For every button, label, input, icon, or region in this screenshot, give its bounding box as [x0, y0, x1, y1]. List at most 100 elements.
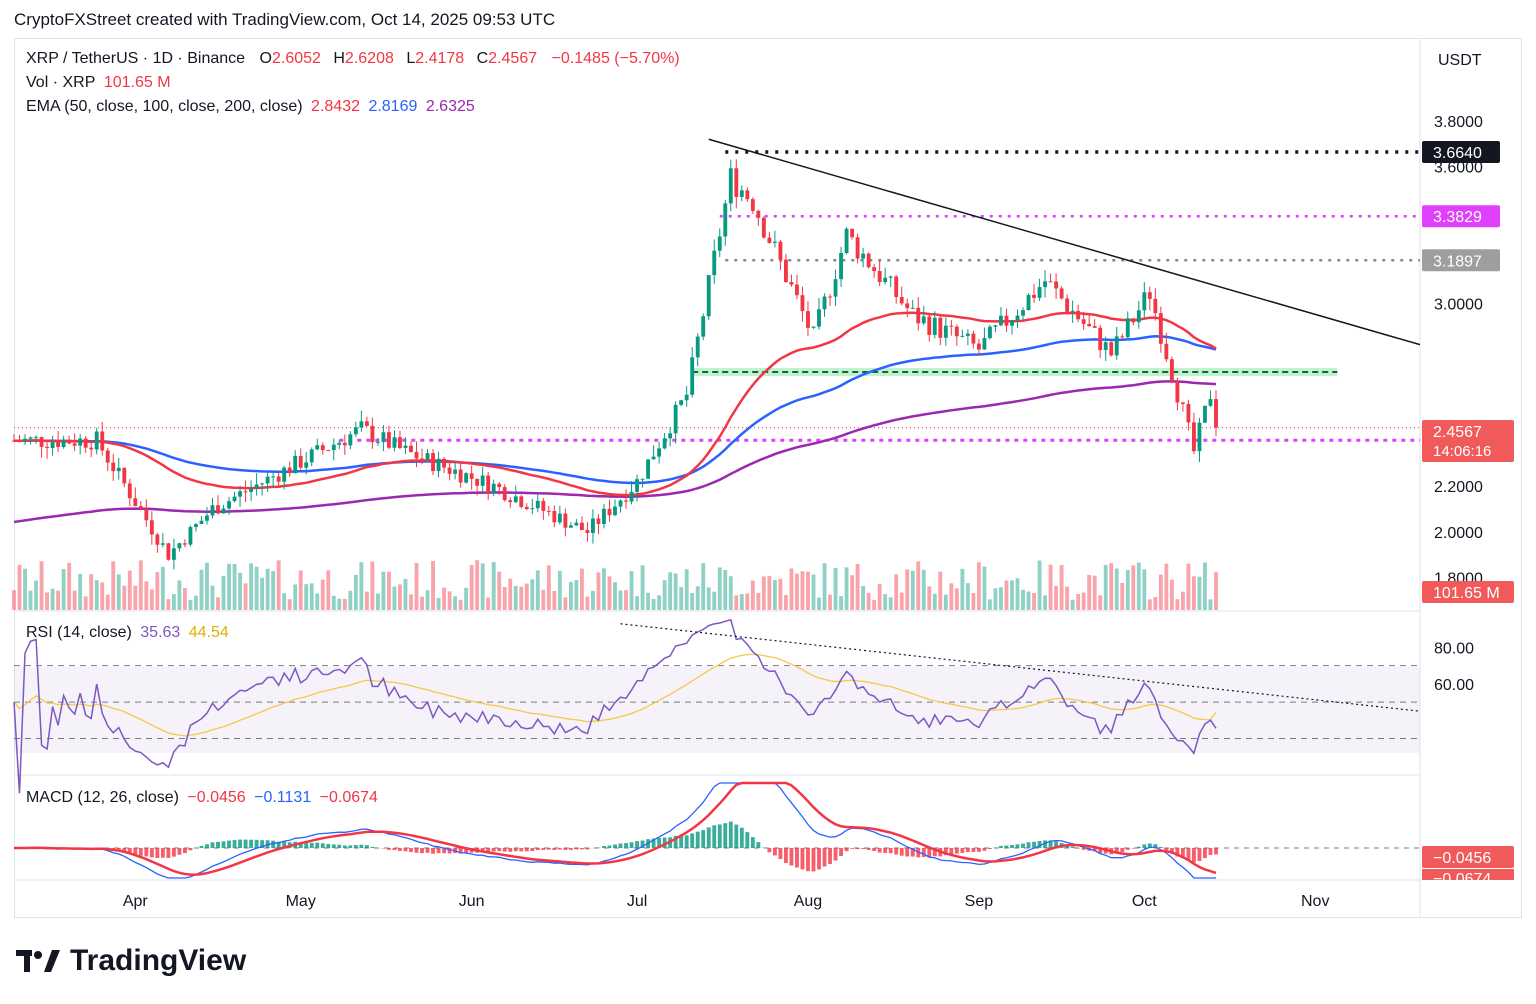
macd-histogram-bar	[987, 848, 992, 849]
legend-change: −0.1485 (−5.70%)	[551, 50, 680, 67]
macd-histogram-bar	[1032, 841, 1036, 848]
volume-bar	[1169, 579, 1174, 610]
candle-body	[1120, 336, 1125, 338]
legend-low-value: 2.4178	[415, 50, 465, 67]
volume-bar	[34, 580, 38, 610]
macd-label: MACD (12, 26, close)	[26, 789, 179, 806]
candle-body	[960, 335, 965, 337]
candle-body	[276, 476, 281, 482]
macd-histogram-bar	[392, 848, 397, 850]
candle-body	[987, 326, 992, 339]
macd-histogram-bar	[706, 827, 711, 848]
volume-bar	[706, 587, 711, 610]
candle-body	[1098, 327, 1103, 351]
macd-histogram-bar	[227, 840, 231, 848]
rsi-pane	[13, 618, 1421, 794]
y-tick-label: 3.0000	[1434, 297, 1483, 314]
volume-bar	[375, 593, 380, 610]
volume-bar	[271, 571, 276, 610]
candle-body	[640, 478, 645, 480]
volume-bar	[442, 587, 447, 610]
candle-body	[464, 473, 469, 483]
volume-bar	[238, 572, 242, 610]
macd-histogram-bar	[728, 821, 733, 848]
volume-bar	[491, 562, 496, 610]
macd-histogram-bar	[850, 848, 855, 849]
volume-bar	[1175, 599, 1180, 610]
macd-histogram-bar	[877, 848, 882, 853]
macd-histogram-bar	[624, 843, 628, 848]
macd-histogram-bar	[243, 839, 248, 848]
volume-bar	[1081, 592, 1086, 610]
macd-histogram-bar	[1037, 840, 1042, 848]
macd-histogram-bar	[640, 840, 645, 848]
macd-histogram-bar	[888, 848, 893, 854]
candle-body	[861, 253, 866, 259]
volume-bar	[111, 561, 116, 610]
volume-bars	[12, 560, 1218, 610]
candle-body	[502, 487, 507, 501]
legend-close-value: 2.4567	[488, 50, 538, 67]
volume-bar	[127, 570, 132, 610]
macd-histogram-bar	[800, 848, 805, 870]
volume-bar	[745, 593, 750, 610]
candle-body	[811, 326, 816, 328]
volume-bar	[293, 584, 298, 610]
candle-body	[1125, 318, 1130, 338]
currency-label[interactable]: USDT	[1438, 52, 1482, 69]
macd-histogram-bar	[1180, 848, 1185, 859]
volume-bar	[987, 599, 992, 610]
x-tick-label: May	[286, 893, 316, 910]
macd-histogram-bar	[579, 848, 584, 850]
volume-bar	[122, 585, 127, 610]
price-badges: 3.66403.38293.18972.84322.81692.63252.45…	[1422, 141, 1514, 888]
macd-histogram-bar	[353, 845, 358, 848]
macd-histogram-bar	[1169, 848, 1174, 854]
macd-histogram-bar	[1065, 845, 1070, 848]
candle-body	[216, 505, 220, 514]
volume-bar	[965, 583, 970, 610]
candle-body	[353, 427, 358, 435]
volume-bar	[94, 580, 99, 610]
x-axis: Apr May Jun Jul Aug Sep Oct Nov	[123, 893, 1330, 910]
volume-bar	[1114, 568, 1119, 610]
volume-bar	[640, 565, 645, 610]
candle-body	[133, 498, 138, 507]
macd-histogram-bar	[756, 842, 761, 848]
macd-histogram-bar	[1054, 841, 1059, 848]
candle-body	[932, 317, 937, 335]
macd-histogram-bar	[1142, 844, 1147, 848]
volume-bar	[425, 590, 430, 610]
macd-histogram-bar	[629, 842, 634, 848]
volume-bar	[105, 594, 110, 610]
candle-body	[1147, 292, 1152, 299]
macd-histogram-bar	[701, 830, 706, 848]
macd-histogram-bar	[982, 848, 987, 851]
candle-body	[1070, 310, 1075, 312]
candle-body	[381, 432, 386, 443]
volume-bar	[613, 582, 617, 610]
candle-body	[480, 475, 485, 486]
volume-bar	[1103, 564, 1108, 610]
volume-bar	[414, 563, 419, 610]
candle-body	[905, 303, 910, 309]
volume-bar	[1192, 576, 1196, 610]
candle-body	[83, 438, 88, 448]
volume-bar	[1026, 591, 1031, 610]
volume-bar	[839, 596, 843, 610]
candle-body	[1131, 318, 1136, 323]
macd-histogram-bar	[431, 848, 435, 854]
candle-body	[695, 336, 700, 358]
candle-body	[530, 508, 535, 510]
volume-bar	[28, 590, 33, 610]
volume-bar	[734, 595, 739, 610]
candle-body	[331, 444, 336, 451]
tradingview-brand[interactable]: TradingView	[16, 944, 246, 978]
macd-histogram-bar	[464, 848, 469, 853]
volume-bar	[723, 569, 728, 610]
macd-histogram-bar	[772, 848, 777, 856]
macd-histogram-bar	[734, 824, 739, 848]
candle-body	[673, 404, 678, 434]
candle-body	[910, 307, 915, 309]
